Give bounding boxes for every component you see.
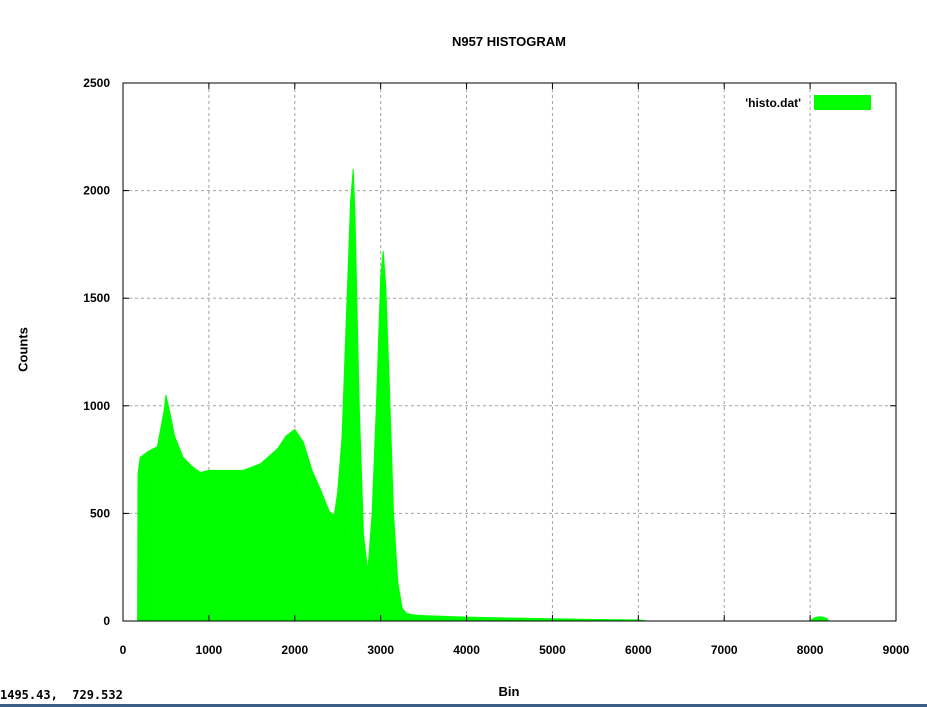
- y-tick-label: 1500: [83, 291, 110, 305]
- x-tick-label: 8000: [797, 643, 824, 657]
- chart-title: N957 HISTOGRAM: [452, 34, 566, 49]
- y-tick-label: 0: [103, 614, 110, 628]
- x-tick-label: 6000: [625, 643, 652, 657]
- histogram-series: [137, 169, 829, 622]
- legend-label: 'histo.dat': [745, 96, 801, 110]
- x-tick-label: 5000: [539, 643, 566, 657]
- x-tick-label: 0: [120, 643, 127, 657]
- y-tick-label: 2500: [83, 76, 110, 90]
- legend-swatch: [814, 95, 871, 110]
- x-tick-label: 3000: [367, 643, 394, 657]
- plot-frame: [122, 82, 897, 622]
- x-tick-label: 2000: [281, 643, 308, 657]
- x-tick-label: 4000: [453, 643, 480, 657]
- x-axis-label: Bin: [498, 684, 520, 699]
- x-tick-label: 1000: [196, 643, 223, 657]
- status-bar-rule: [0, 704, 927, 707]
- series-layer: [137, 169, 829, 622]
- x-tick-label: 9000: [883, 643, 910, 657]
- y-tick-label: 500: [90, 506, 110, 520]
- cursor-coordinates: 1495.43, 729.532: [0, 688, 123, 702]
- y-tick-label: 1000: [83, 399, 110, 413]
- y-tick-label: 2000: [83, 184, 110, 198]
- ticks: 0 1000 2000 3000 4000 5000 6000 7000 8000 9000 0 50…: [83, 76, 909, 657]
- legend: 'histo.dat': [745, 95, 871, 110]
- x-tick-label: 7000: [711, 643, 738, 657]
- y-axis-label: Counts: [15, 327, 31, 372]
